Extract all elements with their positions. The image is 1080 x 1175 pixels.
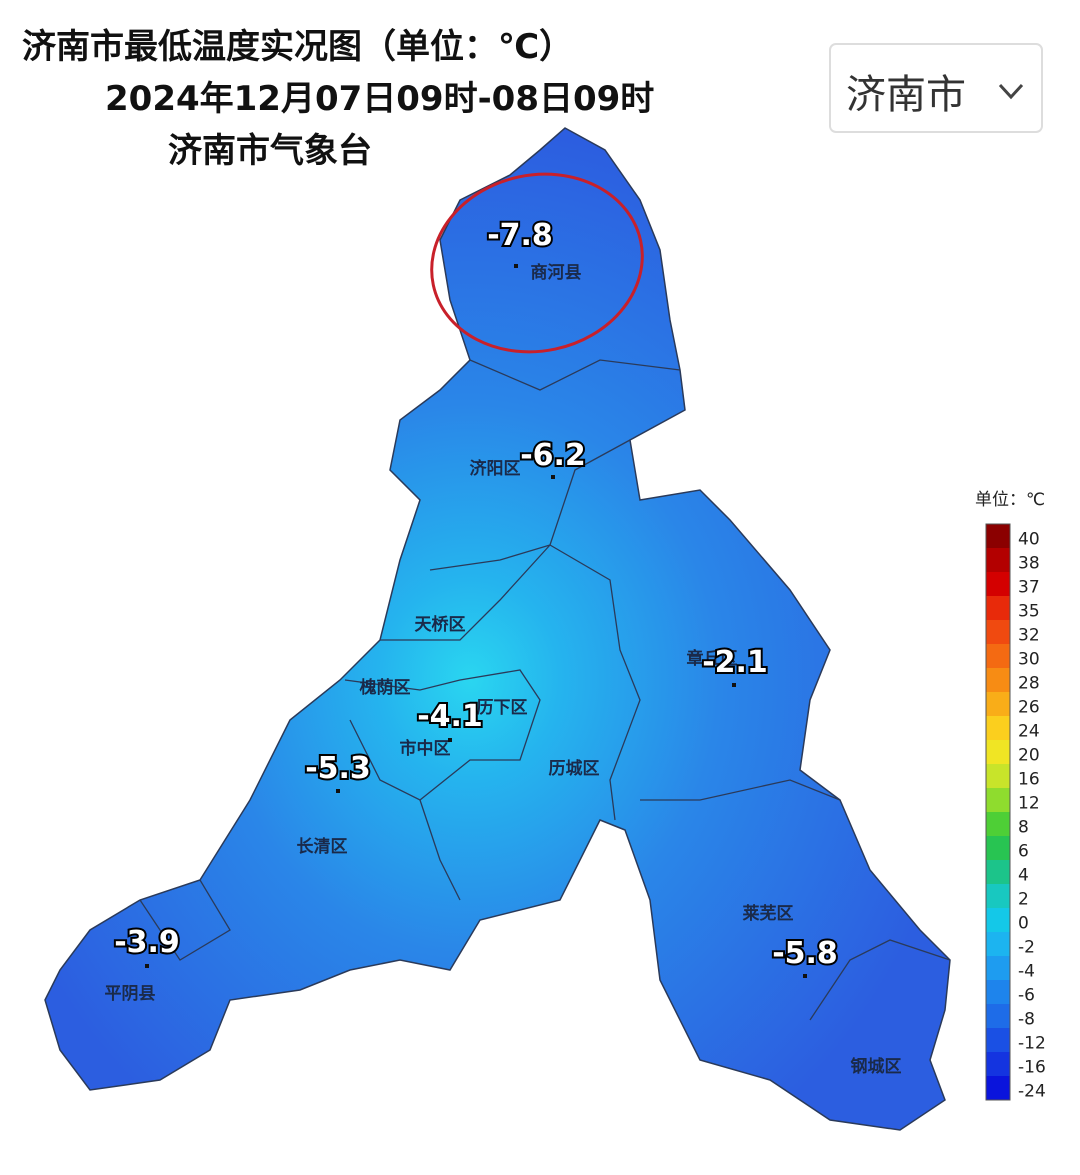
legend-tick: 6 (1018, 841, 1029, 861)
legend-tick: 35 (1018, 601, 1040, 621)
legend-tick: 30 (1018, 649, 1040, 669)
district-label: 莱芜区 (743, 903, 794, 924)
district-label: 章丘区 (687, 648, 738, 669)
legend-tick: 37 (1018, 577, 1040, 597)
legend-tick: -4 (1018, 961, 1035, 981)
legend-tick: -8 (1018, 1009, 1035, 1029)
legend-tick: 4 (1018, 865, 1029, 885)
legend-tick: 0 (1018, 913, 1029, 933)
district-label: 济阳区 (470, 458, 521, 479)
station-dot (803, 974, 807, 978)
station-value: -3.9 (114, 925, 180, 960)
legend-tick: 2 (1018, 889, 1029, 909)
map-source: 济南市气象台 (168, 131, 372, 171)
legend-tick: 40 (1018, 529, 1040, 549)
legend-swatch (986, 548, 1010, 573)
legend-tick: -24 (1018, 1081, 1046, 1101)
district-label: 市中区 (400, 738, 451, 759)
map-title: 济南市最低温度实况图（单位：℃） (22, 27, 573, 67)
map-period: 2024年12月07日09时-08日09时 (105, 79, 654, 119)
legend-swatch (986, 788, 1010, 813)
station-dot (551, 475, 555, 479)
legend-tick: -16 (1018, 1057, 1046, 1077)
legend-tick: 16 (1018, 769, 1040, 789)
legend-swatch (986, 620, 1010, 645)
station-value: -2.1 (702, 645, 768, 680)
legend-swatch (986, 956, 1010, 981)
station-dot (448, 738, 452, 742)
dropdown-chevron[interactable] (998, 83, 1024, 100)
legend-tick: 8 (1018, 817, 1029, 837)
station-value: -5.3 (305, 751, 371, 786)
station-dot (145, 964, 149, 968)
district-label: 历下区 (477, 698, 528, 718)
legend-swatch (986, 908, 1010, 933)
station-dot (514, 264, 518, 268)
district-label: 槐荫区 (359, 677, 411, 698)
legend-swatch (986, 740, 1010, 765)
legend-swatch (986, 884, 1010, 909)
dropdown-box[interactable] (829, 43, 1043, 133)
district-boundaries (139, 359, 951, 1021)
legend-tick: -6 (1018, 985, 1035, 1005)
legend-swatch (986, 860, 1010, 885)
district-label: 长清区 (297, 836, 348, 857)
station-dot (732, 683, 736, 687)
district-label: 平阴县 (105, 984, 156, 1004)
legend-tick: 24 (1018, 721, 1040, 741)
dropdown-label[interactable]: 济南市 (846, 72, 966, 118)
region-shape (44, 127, 951, 1131)
legend-swatch (986, 764, 1010, 789)
legend-tick: 28 (1018, 673, 1040, 693)
legend-tick: -12 (1018, 1033, 1046, 1053)
station-dot (336, 789, 340, 793)
legend-swatch (986, 1004, 1010, 1029)
legend-swatch (986, 932, 1010, 957)
legend-tick: 26 (1018, 697, 1040, 717)
legend-tick: -2 (1018, 937, 1035, 957)
legend-swatch (986, 644, 1010, 669)
legend-swatch (986, 1076, 1010, 1101)
legend-swatch (986, 596, 1010, 621)
highlight-circle (430, 172, 644, 354)
legend-swatch (986, 812, 1010, 837)
station-value: -5.8 (772, 936, 838, 971)
station-value: -7.8 (487, 218, 553, 253)
district-label: 钢城区 (851, 1056, 902, 1077)
legend-tick: 12 (1018, 793, 1040, 813)
legend-tick: 20 (1018, 745, 1040, 765)
legend-swatch (986, 1028, 1010, 1053)
legend-unit: 单位：℃ (975, 490, 1045, 510)
legend-tick: 38 (1018, 553, 1040, 573)
legend-swatch (986, 836, 1010, 861)
dropdown[interactable]: 济南市 (829, 43, 1043, 133)
legend-swatch (986, 692, 1010, 717)
legend-swatch (986, 716, 1010, 741)
legend-tick: 32 (1018, 625, 1040, 645)
legend-swatch (986, 980, 1010, 1005)
legend-swatch (986, 524, 1010, 549)
district-label: 商河县 (531, 262, 582, 283)
legend-swatch (986, 1052, 1010, 1077)
district-label: 历城区 (549, 759, 600, 779)
legend-swatch (986, 668, 1010, 693)
legend-swatch (986, 572, 1010, 597)
legend-frame (985, 523, 1011, 1101)
district-label: 天桥区 (415, 615, 466, 635)
station-value: -6.2 (520, 438, 586, 473)
station-value: -4.1 (417, 699, 483, 734)
